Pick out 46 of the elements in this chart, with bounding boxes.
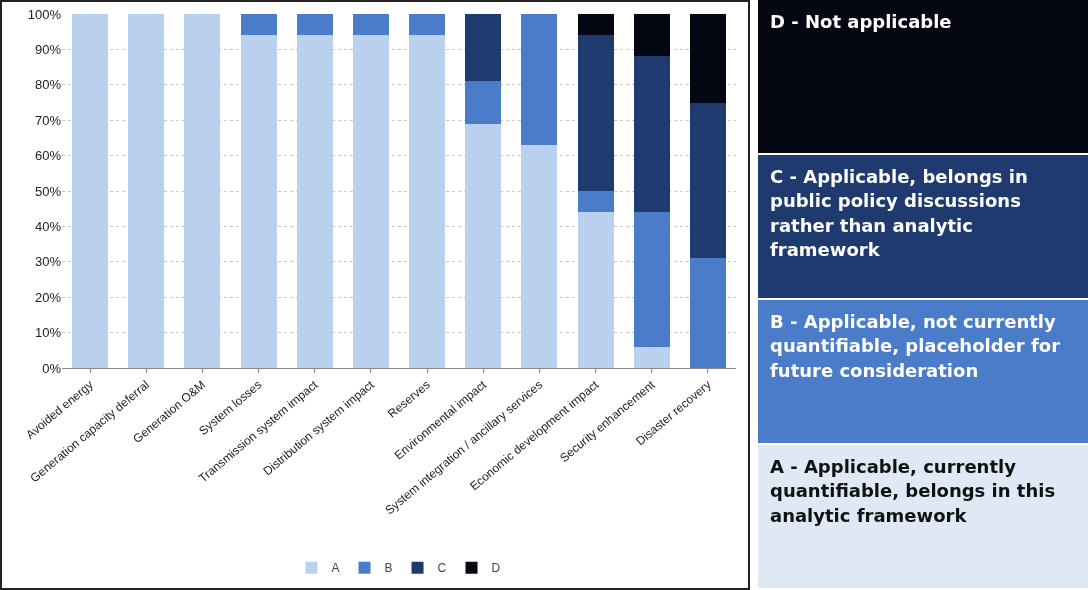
bar	[577, 14, 614, 36]
y-tick-label: 40%	[34, 218, 62, 234]
bar	[465, 123, 502, 368]
y-tick-label: 70%	[34, 112, 62, 128]
text: B - Applicable, not currently quantifiable, placeholder for future consideration	[758, 300, 1088, 445]
bar	[352, 14, 389, 36]
bar	[577, 35, 614, 191]
legend-label: B	[384, 561, 393, 576]
text: D - Not applicable	[758, 0, 1088, 155]
y-tick-label: 20%	[34, 289, 62, 305]
bar	[633, 56, 670, 213]
y-tick-label: 60%	[34, 148, 62, 164]
bar	[689, 258, 726, 368]
y-tick-label: 10%	[34, 325, 62, 341]
bar	[240, 14, 277, 36]
y-tick-label: 50%	[34, 183, 62, 199]
bar	[72, 14, 109, 368]
bar	[633, 212, 670, 347]
bar	[409, 35, 446, 368]
bar	[521, 14, 558, 145]
bar	[577, 191, 614, 213]
bar	[465, 81, 502, 124]
bar	[352, 35, 389, 368]
bar	[296, 14, 333, 36]
text: C - Applicable, belongs in public policy discussions rather than analytic framework	[758, 155, 1088, 300]
bar	[689, 14, 726, 103]
bar	[689, 102, 726, 259]
bar	[521, 144, 558, 368]
bar	[128, 14, 165, 368]
y-tick-label: 80%	[34, 77, 62, 93]
bar	[184, 14, 221, 368]
text: A - Applicable, currently quantifiable, belongs in this analytic framework	[758, 445, 1088, 590]
bar	[409, 14, 446, 36]
y-tick-label: 0%	[42, 360, 62, 376]
bar	[296, 35, 333, 368]
bar	[633, 14, 670, 57]
bar	[577, 212, 614, 368]
y-tick-label: 30%	[34, 254, 62, 270]
legend-label: C	[437, 561, 447, 576]
y-tick-label: 90%	[34, 41, 62, 57]
legend-label: D	[491, 561, 501, 576]
legend-label: A	[331, 561, 340, 576]
bar	[633, 346, 670, 368]
bar	[240, 35, 277, 368]
bar	[465, 14, 502, 82]
y-tick-label: 100%	[27, 6, 62, 22]
